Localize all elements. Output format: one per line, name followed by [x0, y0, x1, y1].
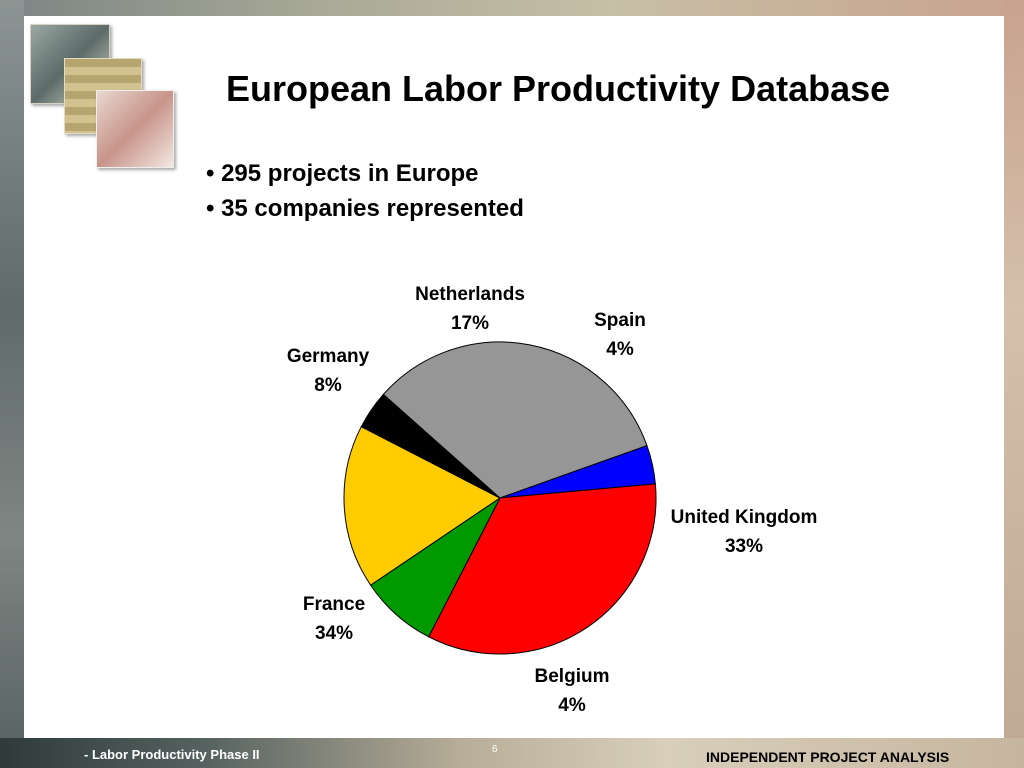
- footer-left-text: - Labor Productivity Phase II: [84, 747, 260, 762]
- pie-slice-netherlands: [343, 426, 501, 586]
- background-left-band: [0, 0, 24, 768]
- background-right-band: [1004, 0, 1024, 768]
- slice-label-united-kingdom: United Kingdom: [671, 507, 818, 528]
- slice-value-label-france: 34%: [315, 623, 353, 644]
- slice-label-netherlands: Netherlands: [415, 284, 525, 305]
- footer-page-number: 6: [492, 744, 498, 755]
- page-title: European Labor Productivity Database: [226, 68, 891, 109]
- footer-right-text: INDEPENDENT PROJECT ANALYSIS: [706, 749, 950, 765]
- slice-label-germany: Germany: [287, 346, 370, 367]
- pie-slice-united-kingdom: [382, 341, 648, 499]
- bullet-list: • 295 projects in Europe • 35 companies …: [206, 156, 524, 226]
- slice-value-label-spain: 4%: [606, 339, 634, 360]
- slice-value-label-netherlands: 17%: [451, 313, 489, 334]
- slice-label-spain: Spain: [594, 310, 646, 331]
- slice-label-belgium: Belgium: [535, 666, 610, 687]
- slice-value-label-united-kingdom: 33%: [725, 536, 763, 557]
- footer-band: [0, 738, 1024, 768]
- bullet-item: • 35 companies represented: [206, 195, 524, 222]
- bullet-item: • 295 projects in Europe: [206, 160, 479, 187]
- slice-label-france: France: [303, 594, 365, 615]
- pie-slice-germany: [369, 497, 501, 638]
- background-top-band: [0, 0, 1024, 16]
- slice-value-label-germany: 8%: [314, 375, 342, 396]
- slice-value-label-belgium: 4%: [558, 695, 586, 716]
- logo-photo-crane: [96, 90, 174, 168]
